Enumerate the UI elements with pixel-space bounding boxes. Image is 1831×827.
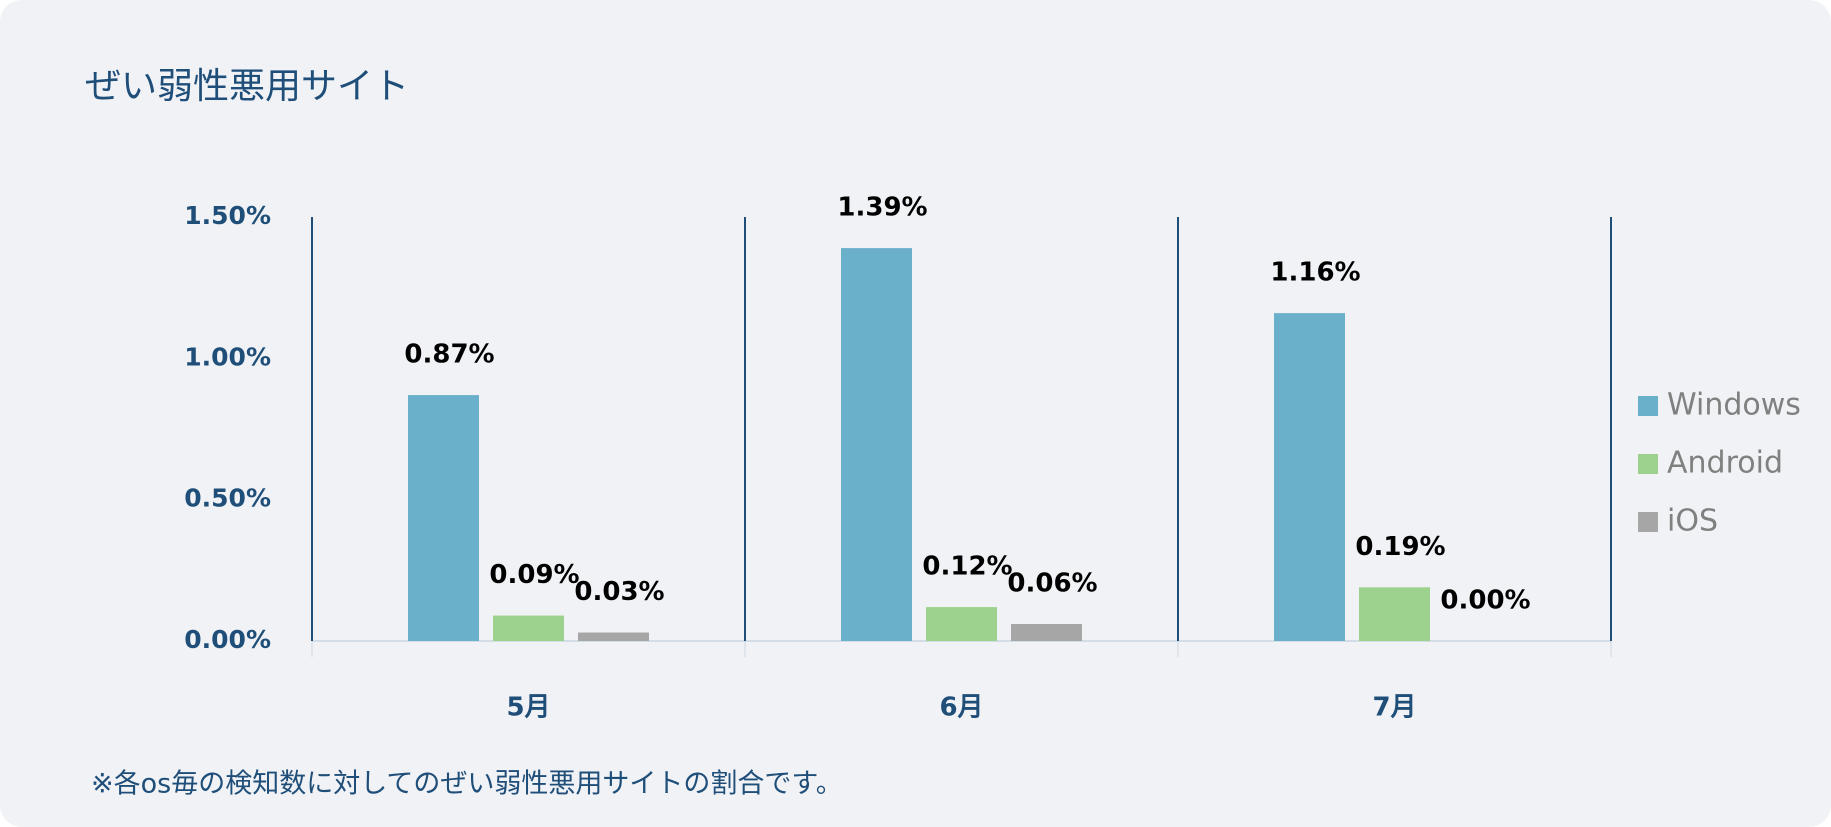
data-label: 0.06% bbox=[1007, 569, 1097, 599]
bar bbox=[926, 607, 997, 641]
data-label: 0.03% bbox=[574, 577, 664, 607]
legend-swatch bbox=[1638, 454, 1658, 474]
data-label: 0.09% bbox=[489, 560, 579, 590]
y-tick-label: 1.50% bbox=[184, 201, 271, 230]
y-tick-label: 1.00% bbox=[184, 342, 271, 371]
data-label: 1.39% bbox=[837, 193, 927, 223]
bar bbox=[841, 248, 912, 642]
data-label: 0.00% bbox=[1440, 586, 1530, 616]
bar bbox=[1011, 624, 1082, 641]
x-tick-label: 7月 bbox=[1372, 693, 1416, 723]
x-tick-label: 5月 bbox=[506, 693, 550, 723]
y-tick-label: 0.00% bbox=[184, 625, 271, 654]
footnote: ※各os毎の検知数に対してのぜい弱性悪用サイトの割合です。 bbox=[91, 769, 843, 800]
legend-swatch bbox=[1638, 512, 1658, 532]
legend-label: Windows bbox=[1667, 388, 1801, 423]
data-label: 0.87% bbox=[404, 340, 494, 370]
bar bbox=[1274, 313, 1345, 641]
data-label: 0.12% bbox=[922, 552, 1012, 582]
bar bbox=[493, 615, 564, 641]
bar bbox=[1359, 587, 1430, 641]
legend-label: iOS bbox=[1667, 504, 1718, 539]
legend-label: Android bbox=[1667, 446, 1783, 481]
y-tick-label: 0.50% bbox=[184, 484, 271, 513]
bar bbox=[578, 632, 649, 641]
data-label: 1.16% bbox=[1270, 258, 1360, 288]
legend-swatch bbox=[1638, 396, 1658, 416]
x-tick-label: 6月 bbox=[939, 693, 983, 723]
data-label: 0.19% bbox=[1355, 532, 1445, 562]
bar bbox=[408, 395, 479, 641]
chart-title: ぜい弱性悪用サイト bbox=[85, 66, 409, 107]
